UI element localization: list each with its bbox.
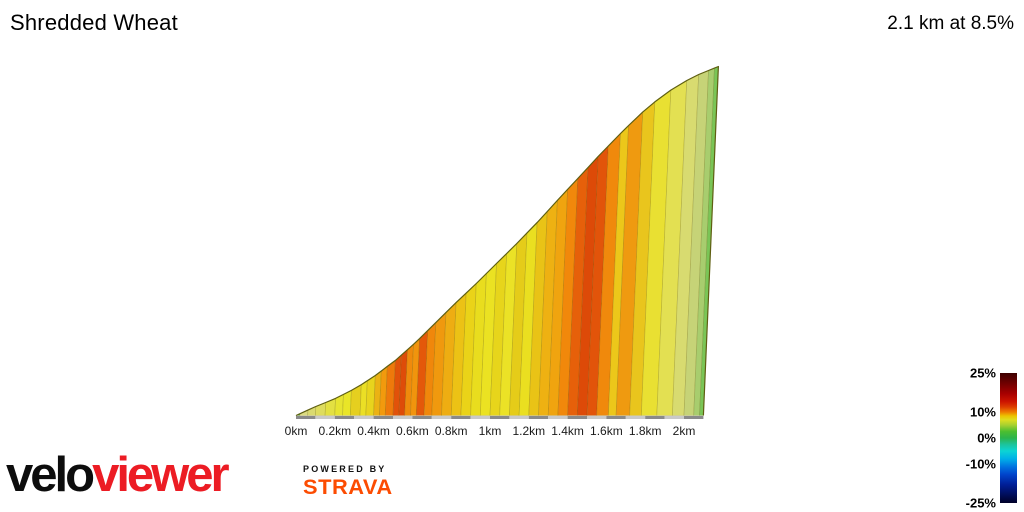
x-tick-label: 1.6km — [590, 424, 623, 438]
x-axis-segment — [393, 416, 413, 419]
logo-velo-text: velo — [6, 448, 95, 502]
x-axis-segment — [606, 416, 626, 419]
x-tick-label: 0.8km — [434, 424, 468, 438]
x-tick-label: 2km — [672, 424, 696, 438]
x-tick-label: 0km — [284, 424, 308, 438]
x-axis-segment — [490, 416, 510, 419]
x-tick-label: 1.4km — [551, 424, 584, 438]
x-axis-segment — [625, 416, 646, 419]
strava-logo: STRAVA — [303, 476, 393, 499]
legend-tick-label: 25% — [969, 365, 996, 381]
legend-tick-label: 10% — [969, 404, 996, 420]
x-tick-label: 0.6km — [396, 424, 429, 438]
x-axis-segment — [296, 416, 316, 419]
x-axis-segment — [684, 416, 704, 419]
x-axis-segment — [412, 416, 432, 419]
logo-viewer-text: viewer — [92, 448, 230, 502]
legend-tick-label: -25% — [965, 495, 996, 511]
x-tick-label: 1km — [478, 424, 502, 438]
x-axis-segment — [431, 416, 452, 419]
x-tick-label: 1.8km — [628, 424, 662, 438]
x-axis-segment — [451, 416, 471, 419]
gradient-legend-bar — [1000, 373, 1017, 503]
veloviewer-logo[interactable]: veloviewer — [6, 448, 230, 502]
x-axis-segment — [354, 416, 374, 419]
x-axis-segment — [528, 416, 549, 419]
x-axis-segment — [645, 416, 665, 419]
profile-outline — [295, 65, 719, 417]
x-tick-label: 0.4km — [357, 424, 390, 438]
x-axis-segment — [373, 416, 393, 419]
x-tick-label: 0.2km — [318, 424, 352, 438]
x-axis-segment — [334, 416, 355, 419]
profile-segment — [349, 383, 362, 416]
legend-tick-label: 0% — [977, 430, 996, 446]
page-title: Shredded Wheat — [10, 10, 178, 35]
climb-summary: 2.1 km at 8.5% — [887, 13, 1014, 34]
x-axis-segment — [587, 416, 607, 419]
x-tick-label: 1.2km — [512, 424, 546, 438]
x-axis-segment — [315, 416, 335, 419]
x-axis-segment — [567, 416, 587, 419]
x-axis-segment — [509, 416, 529, 419]
x-axis-segment — [548, 416, 568, 419]
powered-by-strava[interactable]: POWERED BY STRAVA — [303, 464, 392, 500]
x-axis-segment — [664, 416, 684, 419]
x-axis-segment — [470, 416, 490, 419]
legend-tick-label: -10% — [965, 456, 996, 472]
powered-by-label: POWERED BY — [303, 464, 387, 474]
